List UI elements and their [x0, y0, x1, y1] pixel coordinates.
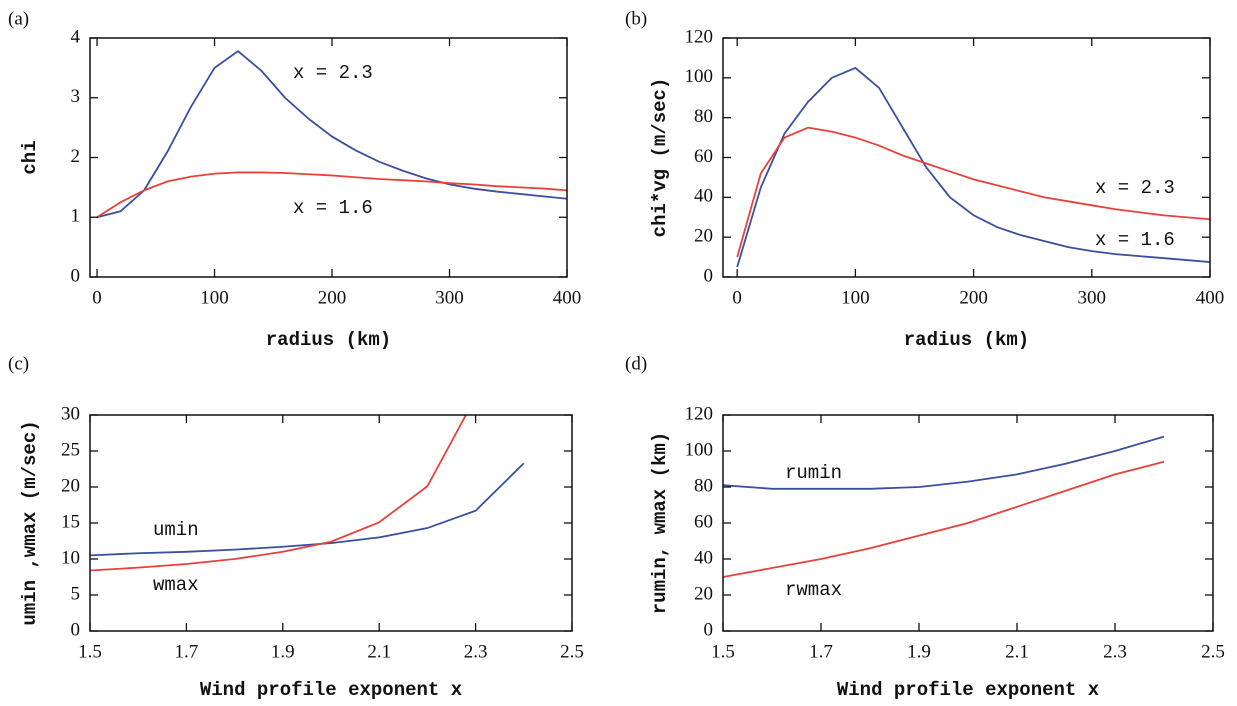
series-line	[723, 435, 1165, 490]
y-tick-label: 2	[71, 146, 81, 167]
series-label: wmax	[153, 574, 199, 596]
series-label: rwmax	[785, 579, 842, 601]
x-tick-label: 0	[92, 287, 102, 308]
panel-label: (d)	[625, 353, 647, 374]
x-tick-label: 1.7	[809, 641, 833, 662]
y-tick-label: 30	[61, 403, 80, 424]
series-label: x = 1.6	[1095, 229, 1175, 251]
plot-area	[723, 435, 1165, 578]
y-tick-label: 15	[61, 511, 80, 532]
series-line	[736, 126, 1210, 258]
x-axis-label: Wind profile exponent x	[837, 679, 1099, 701]
x-tick-label: 200	[959, 287, 988, 308]
y-tick-label: 80	[694, 475, 713, 496]
y-tick-label: 60	[694, 511, 713, 532]
series-line	[90, 415, 467, 572]
panel-label: (c)	[8, 353, 29, 374]
series-line	[96, 171, 567, 219]
y-tick-label: 80	[694, 106, 713, 127]
y-axis-label: rumin, wmax (km)	[649, 432, 671, 614]
y-tick-label: 5	[71, 583, 81, 604]
x-tick-label: 100	[200, 287, 229, 308]
y-tick-label: 0	[704, 619, 714, 640]
x-tick-label: 2.5	[1201, 641, 1225, 662]
x-axis-label: radius (km)	[904, 329, 1029, 351]
x-tick-label: 2.1	[1005, 641, 1029, 662]
x-tick-label: 1.5	[711, 641, 735, 662]
x-axis-label: Wind profile exponent x	[200, 679, 462, 701]
x-tick-label: 2.1	[367, 641, 391, 662]
panel-label: (b)	[625, 8, 647, 29]
x-tick-label: 300	[1078, 287, 1107, 308]
series-label: rumin	[785, 462, 842, 484]
y-tick-label: 4	[71, 26, 81, 47]
y-tick-label: 40	[694, 186, 713, 207]
y-tick-label: 20	[61, 475, 80, 496]
series-label: x = 2.3	[1095, 177, 1175, 199]
plot-area	[736, 66, 1210, 268]
y-tick-label: 3	[71, 86, 81, 107]
x-tick-label: 1.5	[78, 641, 102, 662]
series-label: umin	[153, 519, 199, 541]
x-tick-label: 2.3	[464, 641, 488, 662]
y-tick-label: 40	[694, 547, 713, 568]
x-axis-label: radius (km)	[266, 329, 391, 351]
series-line	[736, 66, 1210, 268]
series-label: x = 1.6	[293, 197, 373, 219]
x-tick-label: 1.7	[175, 641, 199, 662]
y-tick-label: 20	[694, 583, 713, 604]
x-tick-label: 400	[1196, 287, 1225, 308]
plot-area	[90, 415, 525, 572]
y-tick-label: 0	[704, 265, 714, 286]
x-tick-label: 400	[553, 287, 582, 308]
y-tick-label: 0	[71, 619, 81, 640]
y-axis-label: umin ,wmax (m/sec)	[19, 420, 41, 625]
x-tick-label: 0	[732, 287, 742, 308]
y-axis-label: chi*vg (m/sec)	[649, 78, 671, 238]
series-label: x = 2.3	[293, 62, 373, 84]
y-tick-label: 100	[685, 439, 714, 460]
x-tick-label: 2.3	[1103, 641, 1127, 662]
y-tick-label: 60	[694, 146, 713, 167]
y-tick-label: 0	[71, 265, 81, 286]
series-line	[723, 460, 1165, 578]
y-tick-label: 10	[61, 547, 80, 568]
y-tick-label: 100	[685, 66, 714, 87]
x-tick-label: 2.5	[560, 641, 584, 662]
x-tick-label: 300	[435, 287, 464, 308]
y-tick-label: 20	[694, 226, 713, 247]
panel-label: (a)	[8, 8, 29, 29]
y-tick-label: 25	[61, 439, 80, 460]
plot-area	[96, 50, 567, 219]
series-line	[96, 50, 567, 219]
y-tick-label: 120	[685, 26, 714, 47]
x-tick-label: 100	[841, 287, 870, 308]
series-line	[90, 462, 525, 557]
y-axis-label: chi	[19, 140, 41, 174]
x-tick-label: 200	[318, 287, 347, 308]
y-tick-label: 120	[685, 403, 714, 424]
x-tick-label: 1.9	[907, 641, 931, 662]
y-tick-label: 1	[71, 206, 81, 227]
x-tick-label: 1.9	[271, 641, 295, 662]
